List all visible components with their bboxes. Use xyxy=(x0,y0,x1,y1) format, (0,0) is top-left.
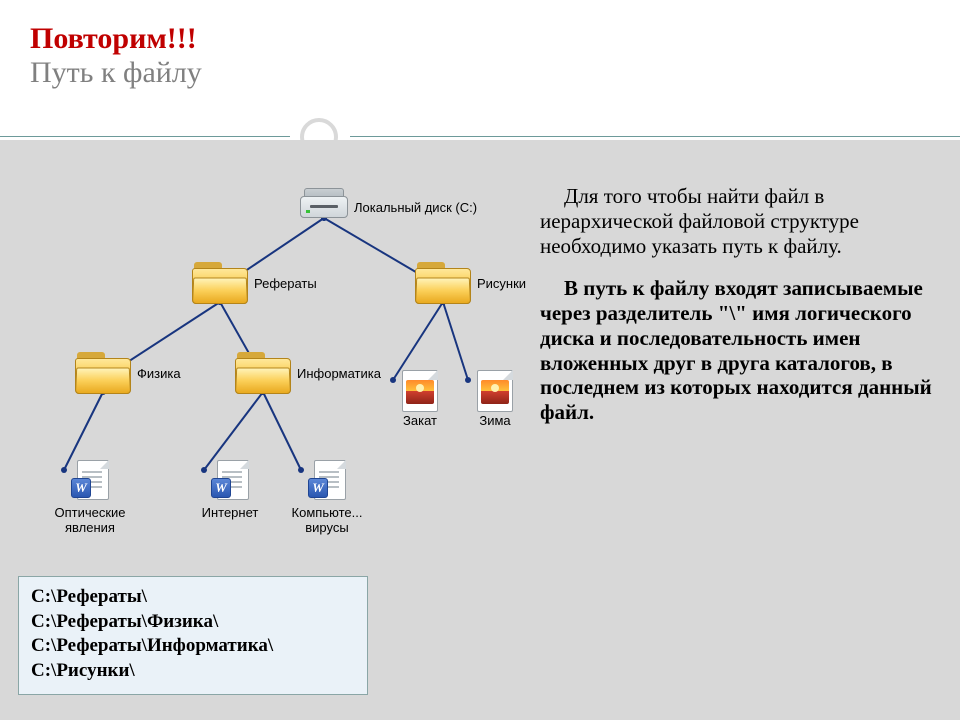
tree-node-root: Локальный диск (C:) xyxy=(300,188,348,222)
explanation-text: Для того чтобы найти файл в иерархическо… xyxy=(540,184,940,443)
node-label: Локальный диск (C:) xyxy=(354,200,477,215)
divider-line-left xyxy=(0,136,290,137)
path-line: C:\Рефераты\ xyxy=(31,585,355,610)
node-label: Компьюте... вирусы xyxy=(282,506,372,536)
image-file-icon xyxy=(477,370,513,412)
node-label: Физика xyxy=(137,366,181,381)
path-line: C:\Рефераты\Информатика\ xyxy=(31,634,355,659)
tree-node-ref: Рефераты xyxy=(192,260,248,304)
example-paths-box: C:\Рефераты\C:\Рефераты\Физика\C:\Рефера… xyxy=(18,576,368,695)
node-label: Рисунки xyxy=(477,276,526,291)
explanation-para1: Для того чтобы найти файл в иерархическо… xyxy=(540,184,940,258)
folder-icon xyxy=(192,260,248,304)
tree-node-net: W Интернет xyxy=(185,460,275,521)
image-file-icon xyxy=(402,370,438,412)
disk-icon xyxy=(300,188,348,222)
tree-node-phys: Физика xyxy=(75,350,131,394)
word-doc-icon: W xyxy=(71,460,109,504)
divider-line-right xyxy=(350,136,960,137)
node-label: Оптические явления xyxy=(45,506,135,536)
node-label: Информатика xyxy=(297,366,381,381)
folder-icon xyxy=(415,260,471,304)
folder-icon xyxy=(235,350,291,394)
tree-node-opt: WОптические явления xyxy=(45,460,135,536)
explanation-para2: В путь к файлу входят записываемые через… xyxy=(540,276,940,425)
slide-header: Повторим!!! Путь к файлу xyxy=(30,22,202,90)
word-doc-icon: W xyxy=(308,460,346,504)
node-label: Зима xyxy=(479,414,510,429)
tree-node-inf: Информатика xyxy=(235,350,291,394)
tree-node-win: Зима xyxy=(450,370,540,429)
tree-node-vir: WКомпьюте... вирусы xyxy=(282,460,372,536)
tree-node-pic: Рисунки xyxy=(415,260,471,304)
node-label: Интернет xyxy=(202,506,259,521)
title-subtitle: Путь к файлу xyxy=(30,56,202,90)
folder-icon xyxy=(75,350,131,394)
path-line: C:\Рисунки\ xyxy=(31,659,355,684)
word-doc-icon: W xyxy=(211,460,249,504)
node-label: Закат xyxy=(403,414,437,429)
title-accent: Повторим!!! xyxy=(30,22,202,56)
path-line: C:\Рефераты\Физика\ xyxy=(31,610,355,635)
node-label: Рефераты xyxy=(254,276,317,291)
filesystem-tree-diagram: Локальный диск (C:) Рефераты Рисунки Физ… xyxy=(20,180,530,560)
